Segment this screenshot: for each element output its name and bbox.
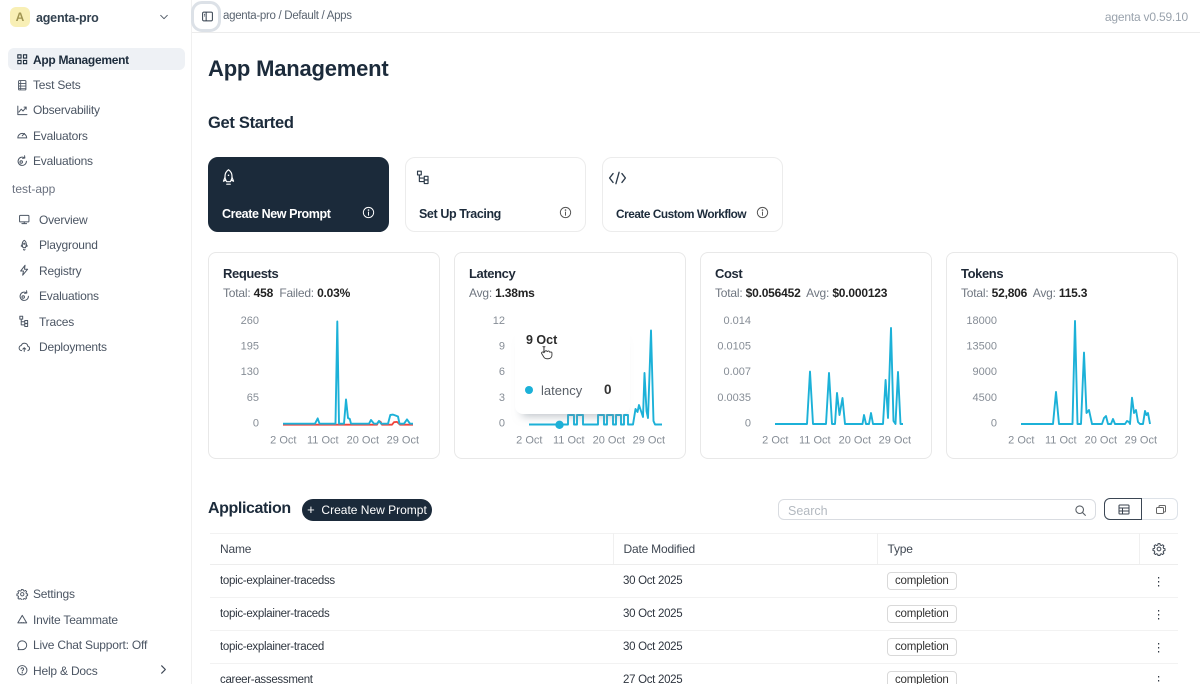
svg-text:0: 0 — [991, 418, 997, 430]
svg-text:29 Oct: 29 Oct — [633, 434, 665, 446]
svg-text:11 Oct: 11 Oct — [553, 434, 585, 446]
svg-text:65: 65 — [247, 392, 259, 404]
svg-text:6: 6 — [499, 366, 505, 378]
svg-text:195: 195 — [241, 341, 259, 353]
svg-text:2 Oct: 2 Oct — [762, 434, 788, 446]
svg-text:2 Oct: 2 Oct — [1008, 434, 1034, 446]
svg-text:9: 9 — [499, 341, 505, 353]
svg-text:2 Oct: 2 Oct — [516, 434, 542, 446]
svg-text:0.0035: 0.0035 — [717, 392, 751, 404]
svg-text:9000: 9000 — [973, 366, 997, 378]
svg-text:4500: 4500 — [973, 392, 997, 404]
svg-text:12: 12 — [493, 315, 505, 327]
svg-text:20 Oct: 20 Oct — [347, 434, 379, 446]
svg-text:11 Oct: 11 Oct — [307, 434, 339, 446]
svg-text:29 Oct: 29 Oct — [879, 434, 911, 446]
svg-text:11 Oct: 11 Oct — [799, 434, 831, 446]
svg-text:0: 0 — [253, 418, 259, 430]
svg-text:20 Oct: 20 Oct — [1085, 434, 1117, 446]
svg-text:29 Oct: 29 Oct — [1125, 434, 1157, 446]
svg-text:0: 0 — [745, 418, 751, 430]
svg-text:130: 130 — [241, 366, 259, 378]
svg-text:0.014: 0.014 — [723, 315, 751, 327]
svg-text:2 Oct: 2 Oct — [270, 434, 296, 446]
svg-text:0.0105: 0.0105 — [717, 341, 751, 353]
svg-text:0.007: 0.007 — [723, 366, 751, 378]
svg-text:0: 0 — [499, 418, 505, 430]
svg-text:3: 3 — [499, 392, 505, 404]
svg-text:260: 260 — [241, 315, 259, 327]
svg-text:18000: 18000 — [966, 315, 997, 327]
svg-text:29 Oct: 29 Oct — [387, 434, 419, 446]
svg-text:20 Oct: 20 Oct — [839, 434, 871, 446]
svg-text:20 Oct: 20 Oct — [593, 434, 625, 446]
svg-text:13500: 13500 — [966, 341, 997, 353]
svg-text:11 Oct: 11 Oct — [1045, 434, 1077, 446]
